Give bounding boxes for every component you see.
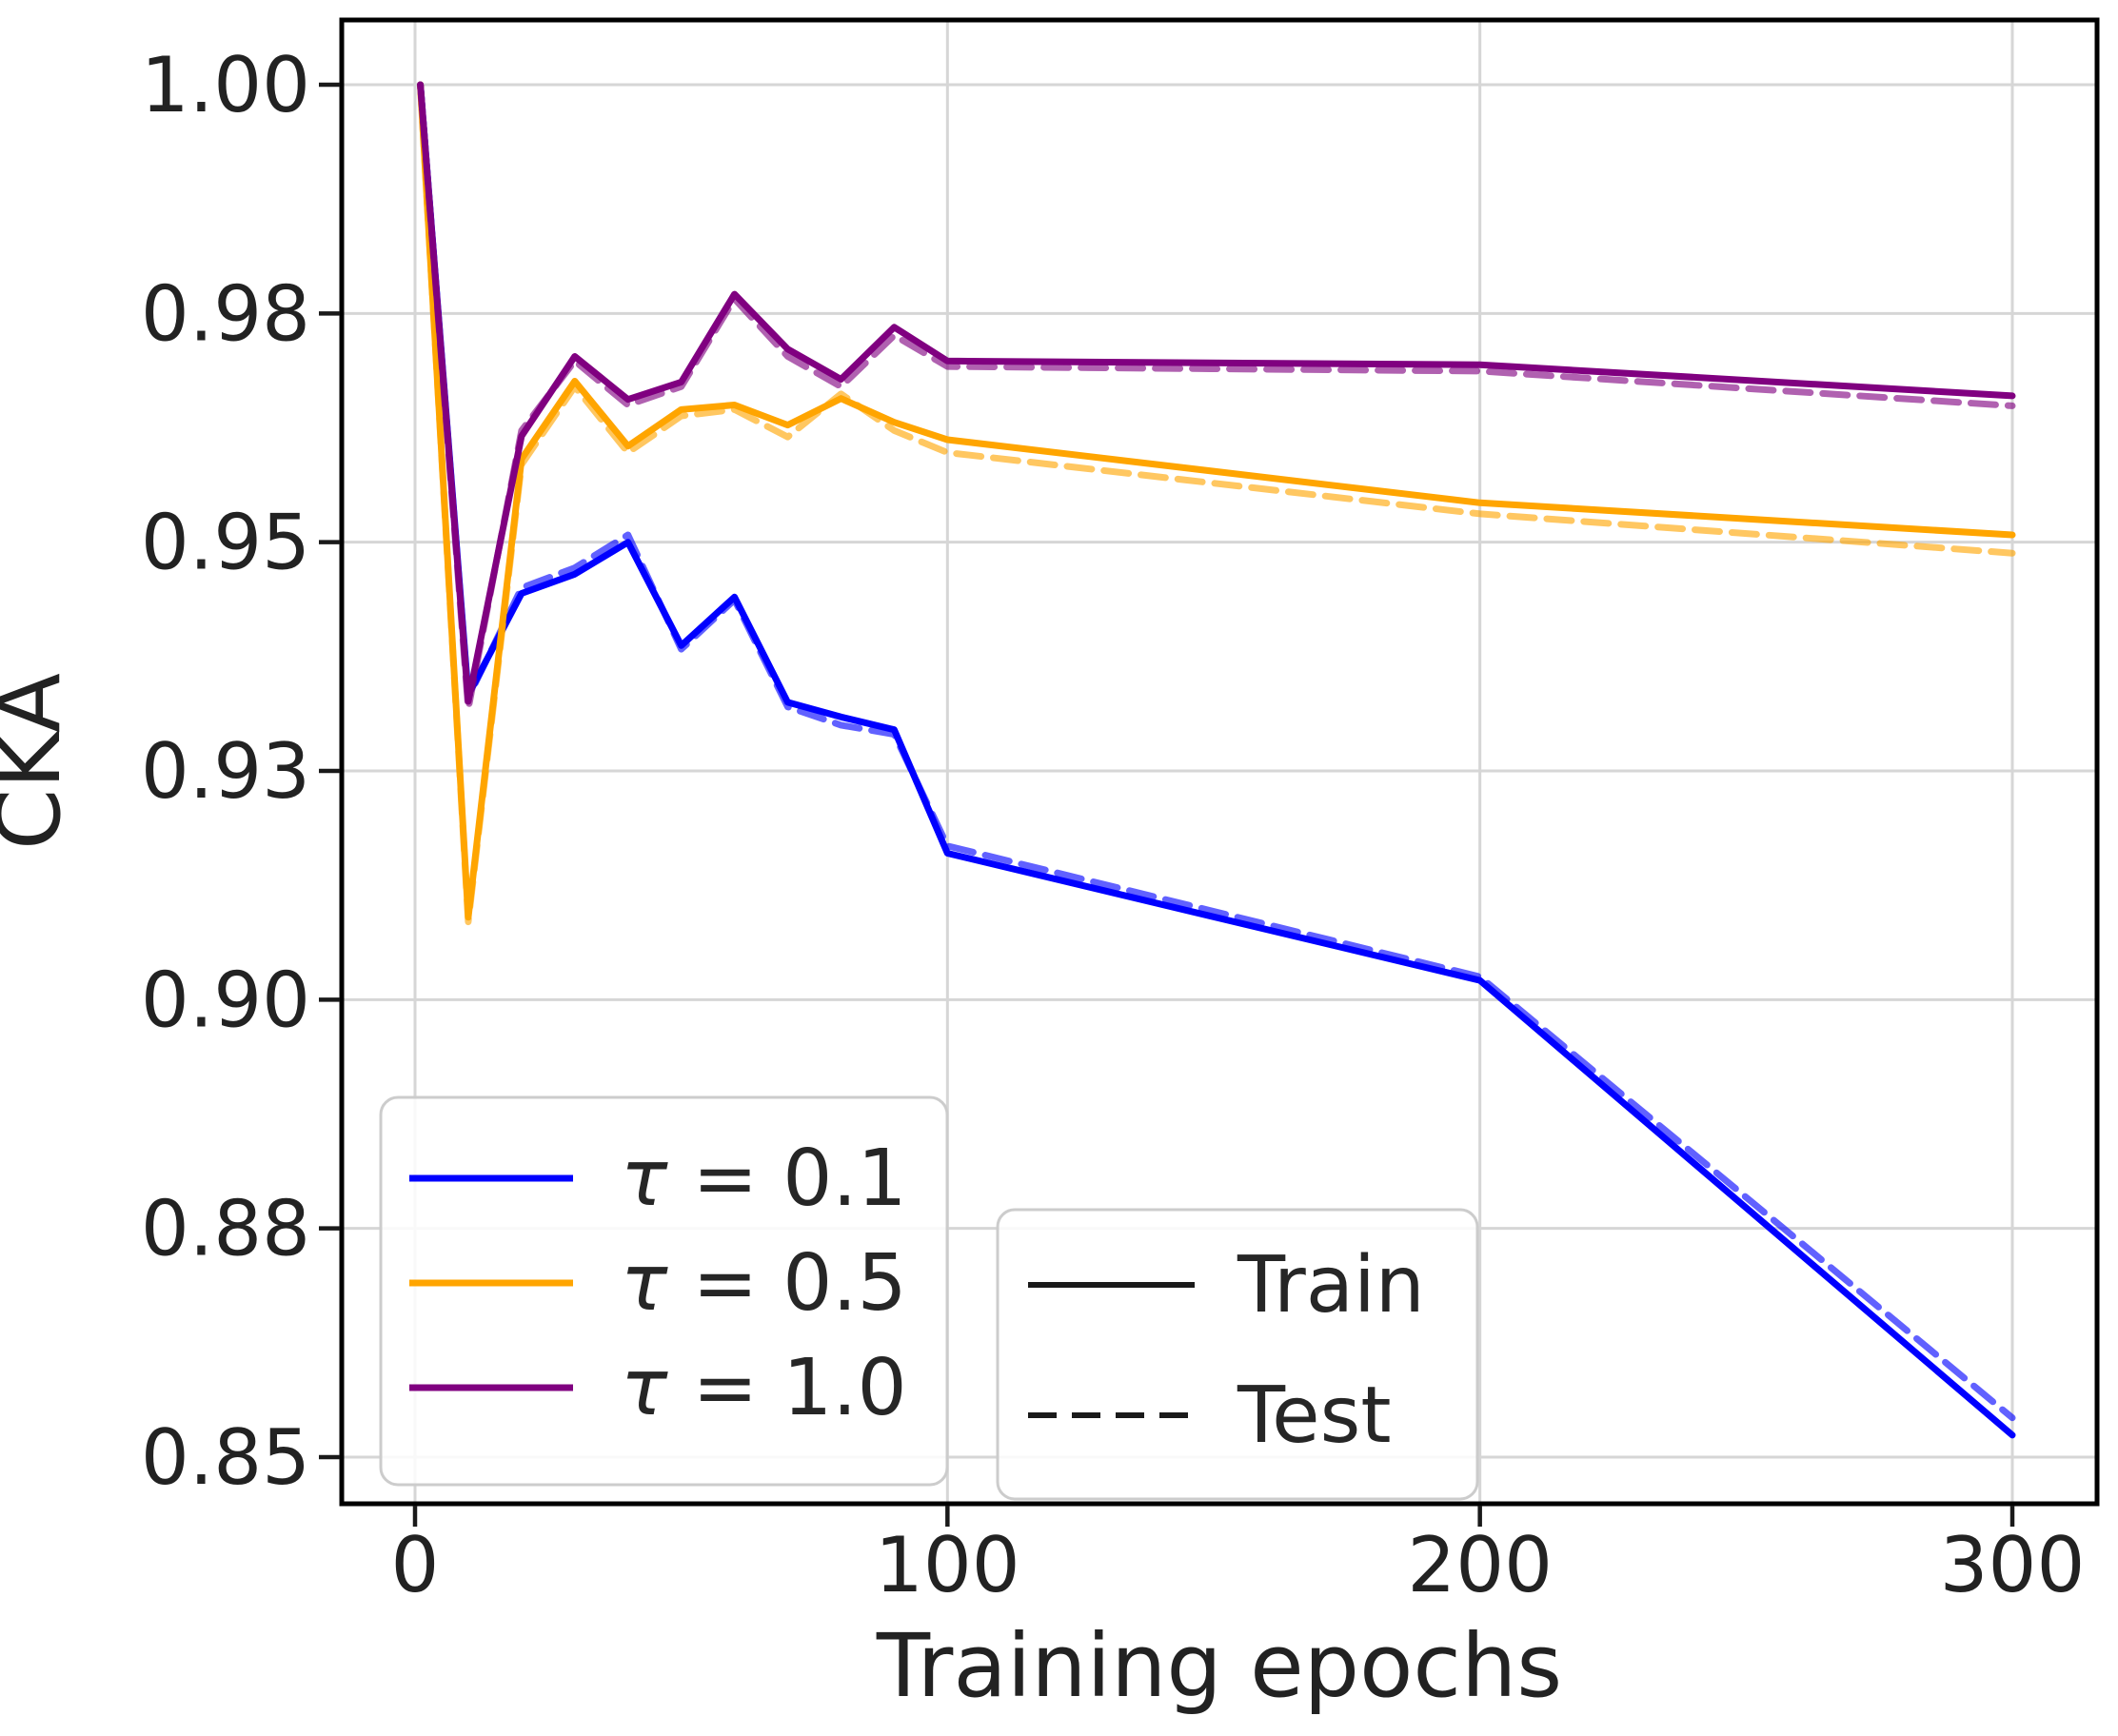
y-axis-label: CKA: [0, 673, 80, 850]
y-tick-label: 0.90: [141, 956, 310, 1044]
y-tick-label: 0.95: [141, 499, 310, 587]
series-line-test-0.1: [417, 81, 2016, 1422]
legend-split-label: Train: [1237, 1240, 1425, 1331]
legend-split-label: Test: [1237, 1371, 1391, 1461]
x-tick-label: 0: [391, 1521, 440, 1609]
plot-border: [339, 17, 2100, 1507]
series-line-test-0.5: [417, 81, 2016, 926]
x-tick-label: 100: [875, 1521, 1020, 1609]
data-series: [417, 81, 2016, 1439]
legend-tau: τ = 0.1 τ = 0.5 τ = 1.0: [379, 1095, 949, 1487]
series-line-train-0.5: [417, 81, 2016, 921]
legend-tau-label: τ = 0.1: [621, 1134, 907, 1224]
series-line-test-1.0: [417, 81, 2016, 713]
legend-tau-label: τ = 0.5: [621, 1238, 907, 1329]
axis-ticks: [319, 82, 2015, 1527]
y-tick-label: 0.88: [141, 1185, 310, 1273]
y-tick-label: 1.00: [141, 41, 310, 129]
tick-labels: 0 100 200 300 0.85 0.88 0.90 0.93 0.95 0.98 1.00: [141, 41, 2085, 1609]
x-tick-label: 300: [1940, 1521, 2086, 1609]
x-tick-label: 200: [1407, 1521, 1553, 1609]
x-axis-label: Training epochs: [876, 1615, 1562, 1717]
legend-train-test: Train Test: [996, 1208, 1479, 1501]
y-tick-label: 0.93: [141, 727, 310, 816]
y-tick-label: 0.85: [141, 1413, 310, 1502]
y-tick-label: 0.98: [141, 269, 310, 358]
legend-tau-label: τ = 1.0: [621, 1343, 907, 1433]
